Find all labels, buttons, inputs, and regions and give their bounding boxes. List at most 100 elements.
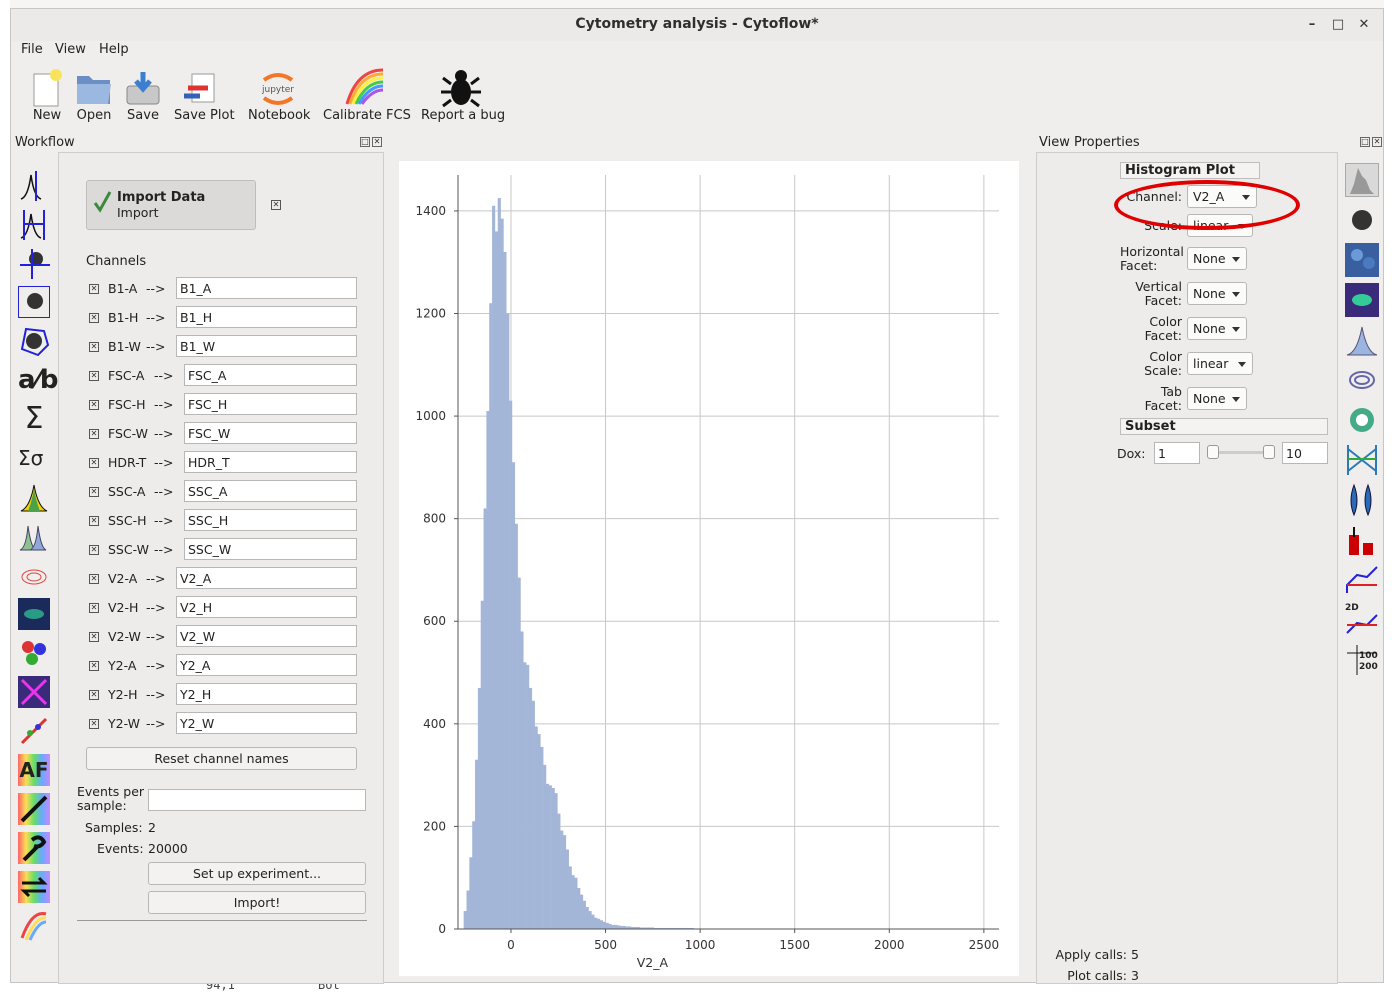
save-plot-button[interactable]: Save Plot (174, 66, 235, 130)
channel-rename-input[interactable]: V2_H (176, 596, 357, 618)
channel-rename-input[interactable]: B1_W (176, 335, 357, 357)
bead-calibration-op-icon[interactable] (18, 832, 50, 864)
kde-1d-view-icon[interactable] (1345, 323, 1379, 357)
calibrate-fcs-button[interactable]: Calibrate FCS (323, 66, 411, 130)
pca-op-icon[interactable] (18, 676, 50, 708)
density-gate-op-icon[interactable] (18, 559, 50, 591)
remove-channel-icon[interactable]: ✕ (89, 458, 99, 468)
channel-rename-input[interactable]: SSC_A (184, 480, 357, 502)
channel-rename-input[interactable]: FSC_W (184, 422, 357, 444)
1d-stats-view-icon[interactable] (1345, 563, 1379, 597)
import-data-item[interactable]: Import Data Import (86, 180, 256, 230)
histogram-bar (526, 664, 530, 929)
tasbe-op-icon[interactable] (18, 910, 50, 942)
maximize-button[interactable]: □ (1331, 17, 1345, 32)
save-button[interactable]: Save (124, 66, 162, 130)
violin-plot-view-icon[interactable] (1345, 483, 1379, 517)
sum-op-icon[interactable]: Σ (24, 401, 44, 436)
gaussian-mixture-op-icon[interactable] (18, 520, 50, 552)
open-button[interactable]: Open (74, 66, 114, 130)
remove-channel-icon[interactable]: ✕ (89, 284, 99, 294)
notebook-button[interactable]: jupyter Notebook (248, 66, 310, 130)
channel-rename-input[interactable]: B1_A (176, 277, 357, 299)
new-button[interactable]: New (29, 66, 65, 130)
channel-rename-input[interactable]: B1_H (176, 306, 357, 328)
channel-rename-input[interactable]: SSC_H (184, 509, 357, 531)
histogram-bar (588, 911, 592, 929)
channel-rename-input[interactable]: Y2_H (176, 683, 357, 705)
float-panel-icon[interactable]: □ (1360, 137, 1370, 147)
dox-slider-high-handle[interactable] (1263, 445, 1275, 459)
polygon-op-icon[interactable] (18, 325, 50, 357)
channel-rename-input[interactable]: FSC_H (184, 393, 357, 415)
remove-channel-icon[interactable]: ✕ (89, 690, 99, 700)
channel-rename-input[interactable]: Y2_W (176, 712, 357, 734)
minimize-button[interactable]: – (1308, 17, 1316, 32)
remove-channel-icon[interactable]: ✕ (89, 516, 99, 526)
channel-rename-input[interactable]: Y2_A (176, 654, 357, 676)
remove-channel-icon[interactable]: ✕ (89, 574, 99, 584)
remove-channel-icon[interactable]: ✕ (89, 342, 99, 352)
color-translation-op-icon[interactable] (18, 871, 50, 903)
horizontal-facet-select[interactable]: None (1187, 247, 1247, 270)
vertical-facet-select[interactable]: None (1187, 282, 1247, 305)
quad-op-icon[interactable] (18, 247, 50, 279)
range2d-op-icon[interactable] (18, 286, 50, 318)
color-facet-select[interactable]: None (1187, 317, 1247, 340)
2d-stats-view-icon[interactable]: 2D (1345, 603, 1379, 637)
flowpeaks-op-icon[interactable] (18, 637, 50, 669)
channel-rename-input[interactable]: FSC_A (184, 364, 357, 386)
table-view-icon[interactable]: 100 200 (1345, 643, 1379, 677)
close-button[interactable]: ✕ (1358, 17, 1370, 32)
delete-item-icon[interactable]: ✕ (271, 200, 281, 210)
remove-channel-icon[interactable]: ✕ (89, 313, 99, 323)
autofluorescence-op-icon[interactable]: AF (18, 754, 50, 786)
dox-min-input[interactable]: 1 (1154, 442, 1200, 464)
menu-file[interactable]: File (21, 42, 43, 57)
densityplot-view-icon[interactable] (1345, 283, 1379, 317)
close-panel-icon[interactable]: ✕ (372, 137, 382, 147)
import-button[interactable]: Import! (148, 891, 366, 914)
menu-view[interactable]: View (55, 42, 86, 57)
remove-channel-icon[interactable]: ✕ (89, 632, 99, 642)
ratio-op-icon[interactable]: a⁄b (18, 365, 59, 395)
kde-2d-view-icon[interactable] (1345, 363, 1379, 397)
sum-sigma-op-icon[interactable]: Σσ (18, 446, 44, 470)
channel-rename-input[interactable]: HDR_T (184, 451, 357, 473)
channel-rename-input[interactable]: V2_A (176, 567, 357, 589)
hexbin-view-icon[interactable] (1345, 243, 1379, 277)
dox-max-input[interactable]: 10 (1282, 442, 1328, 464)
bar-chart-view-icon[interactable] (1345, 523, 1379, 557)
remove-channel-icon[interactable]: ✕ (89, 487, 99, 497)
remove-channel-icon[interactable]: ✕ (89, 719, 99, 729)
set-up-experiment-button[interactable]: Set up experiment... (148, 862, 366, 885)
scatterplot-view-icon[interactable] (1345, 203, 1379, 237)
close-panel-icon[interactable]: ✕ (1372, 137, 1382, 147)
channel-rename-input[interactable]: SSC_W (184, 538, 357, 560)
remove-channel-icon[interactable]: ✕ (89, 603, 99, 613)
channel-rename-input[interactable]: V2_W (176, 625, 357, 647)
events-per-sample-input[interactable] (148, 789, 366, 811)
parallel-coords-view-icon[interactable] (1345, 443, 1379, 477)
tab-facet-select[interactable]: None (1187, 387, 1247, 410)
remove-channel-icon[interactable]: ✕ (89, 429, 99, 439)
dox-slider-low-handle[interactable] (1207, 445, 1219, 459)
tsne-op-icon[interactable] (18, 715, 50, 747)
color-scale-select[interactable]: linear (1187, 352, 1253, 375)
spectrum-op-icon[interactable] (18, 481, 50, 513)
histogram-view-icon[interactable] (1345, 163, 1379, 197)
remove-channel-icon[interactable]: ✕ (89, 661, 99, 671)
remove-channel-icon[interactable]: ✕ (89, 371, 99, 381)
remove-channel-icon[interactable]: ✕ (89, 400, 99, 410)
report-bug-button[interactable]: Report a bug (421, 66, 505, 130)
threshold-op-icon[interactable] (18, 169, 50, 201)
remove-channel-icon[interactable]: ✕ (89, 545, 99, 555)
menu-help[interactable]: Help (99, 42, 129, 57)
violin-view-icon[interactable] (1345, 403, 1379, 437)
bleedthrough-op-icon[interactable] (18, 793, 50, 825)
dox-slider-track[interactable] (1209, 451, 1273, 454)
range-op-icon[interactable] (18, 208, 50, 240)
kmeans-op-icon[interactable] (18, 598, 50, 630)
reset-channel-names-button[interactable]: Reset channel names (86, 747, 357, 770)
float-panel-icon[interactable]: □ (360, 137, 370, 147)
